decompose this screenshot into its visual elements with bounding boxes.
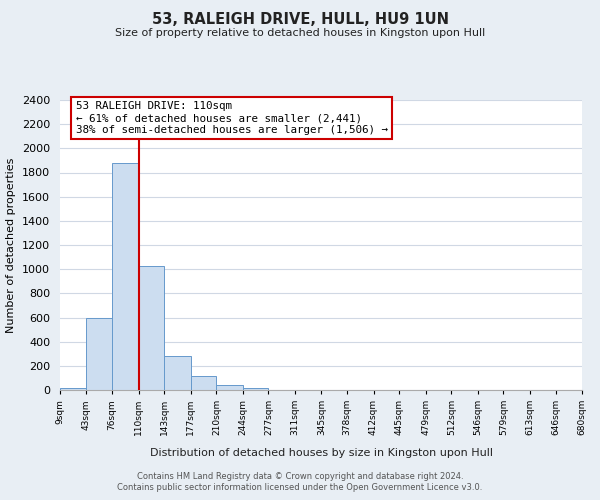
Text: 53, RALEIGH DRIVE, HULL, HU9 1UN: 53, RALEIGH DRIVE, HULL, HU9 1UN: [151, 12, 449, 28]
Text: 53 RALEIGH DRIVE: 110sqm
← 61% of detached houses are smaller (2,441)
38% of sem: 53 RALEIGH DRIVE: 110sqm ← 61% of detach…: [76, 102, 388, 134]
Text: Contains public sector information licensed under the Open Government Licence v3: Contains public sector information licen…: [118, 484, 482, 492]
Y-axis label: Number of detached properties: Number of detached properties: [7, 158, 16, 332]
Bar: [191, 376, 217, 390]
Bar: [112, 163, 139, 390]
Bar: [164, 356, 191, 390]
Text: Size of property relative to detached houses in Kingston upon Hull: Size of property relative to detached ho…: [115, 28, 485, 38]
Bar: [139, 266, 164, 390]
Text: Distribution of detached houses by size in Kingston upon Hull: Distribution of detached houses by size …: [149, 448, 493, 458]
Bar: [60, 388, 86, 390]
Text: Contains HM Land Registry data © Crown copyright and database right 2024.: Contains HM Land Registry data © Crown c…: [137, 472, 463, 481]
Bar: [86, 318, 112, 390]
Bar: [243, 388, 268, 390]
Bar: [217, 384, 243, 390]
